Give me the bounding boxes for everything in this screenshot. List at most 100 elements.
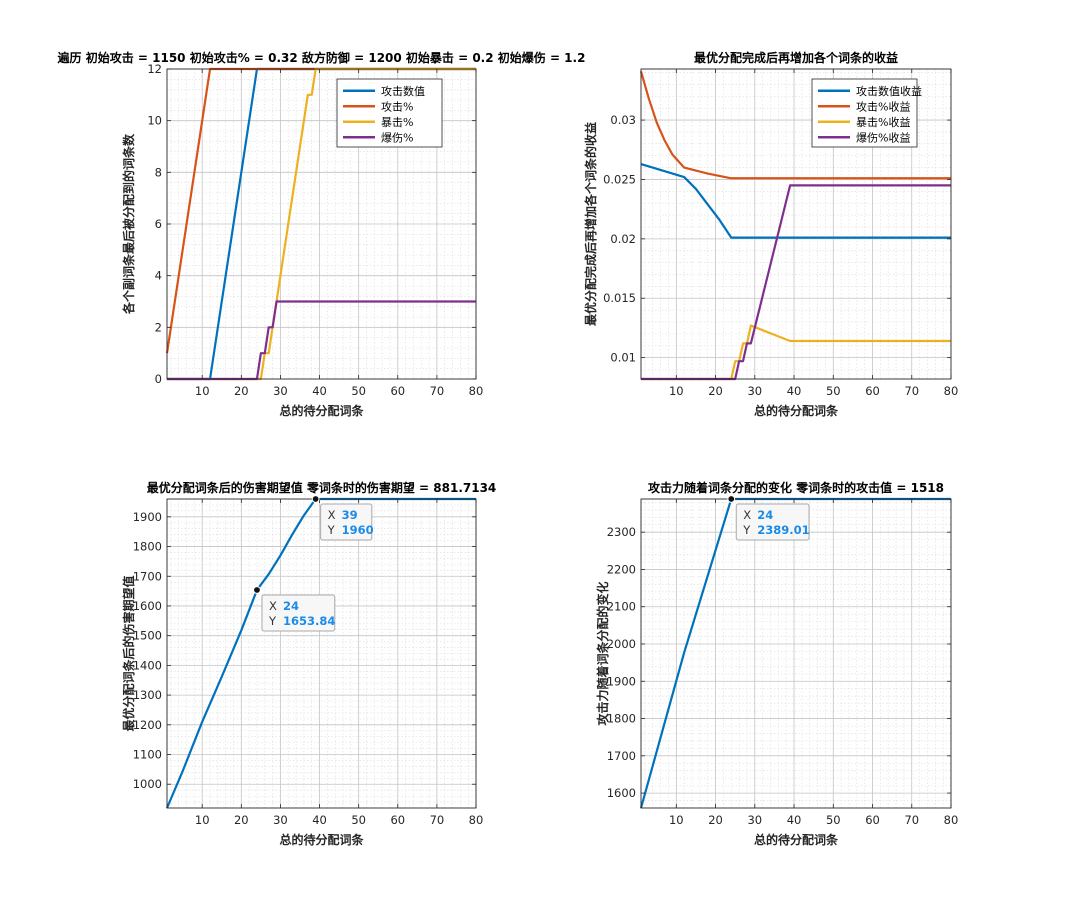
x-tick-label: 40 <box>312 813 327 827</box>
x-tick-label: 40 <box>787 813 802 827</box>
major-grid <box>167 499 476 808</box>
datatip-y-value: 1653.84 <box>283 614 335 628</box>
series-line-4 <box>167 300 476 381</box>
y-tick-label: 2200 <box>607 562 636 576</box>
axes-frame <box>640 68 952 380</box>
datatip-y-value: 1960 <box>342 523 374 537</box>
series-line-4 <box>641 184 951 381</box>
chart-2: 10 20 30 40 50 60 70 80 0.01 0.015 0.02 0.025 0.03 最优… <box>583 50 958 418</box>
datatip-2[interactable]: X 39 Y 1960 <box>311 495 374 541</box>
y-tick-label: 1600 <box>133 599 162 613</box>
series-line-3 <box>641 324 951 381</box>
axes-frame <box>166 498 477 809</box>
x-tick-label: 50 <box>351 813 366 827</box>
chart-title: 攻击力随着词条分配的变化 零词条时的攻击值 = 1518 <box>648 480 944 495</box>
y-tick-label: 1900 <box>607 674 636 688</box>
datatip-box <box>320 503 373 541</box>
plot-area <box>641 499 951 808</box>
minor-grid <box>641 499 951 808</box>
y-axis-label: 最优分配词条后的伤害期望值 <box>121 575 136 731</box>
datatip-x-key: X <box>743 508 751 522</box>
legend-entry-1: 攻击数值收益 <box>856 84 922 98</box>
datatip-marker[interactable] <box>253 586 261 594</box>
series-line-3 <box>167 67 476 381</box>
y-tick-label: 12 <box>147 62 162 76</box>
y-tick-label: 2000 <box>607 637 636 651</box>
y-tick-label: 1700 <box>607 749 636 763</box>
datatip-1[interactable]: X 24 Y 2389.01 <box>727 495 810 541</box>
ticks <box>641 499 952 808</box>
series-line-1 <box>165 497 476 809</box>
x-tick-label: 40 <box>312 384 327 398</box>
legend-entry-1: 攻击数值 <box>381 84 425 98</box>
x-axis-label: 总的待分配词条 <box>754 832 839 847</box>
y-tick-label: 2100 <box>607 600 636 614</box>
datatip-x-key: X <box>328 508 336 522</box>
datatip-marker[interactable] <box>311 495 320 503</box>
y-tick-label: 0.015 <box>603 291 636 305</box>
x-axis-label: 总的待分配词条 <box>279 403 364 418</box>
legend-entry-4: 爆伤%收益 <box>856 130 910 144</box>
x-tick-label: 20 <box>708 813 723 827</box>
datatip-marker[interactable] <box>727 495 736 503</box>
datatip-x-value: 24 <box>283 599 299 613</box>
major-grid <box>641 499 951 808</box>
datatip-y-key: Y <box>742 523 751 537</box>
y-tick-label: 1900 <box>133 510 162 524</box>
y-tick-label: 10 <box>147 114 162 128</box>
chart-title: 最优分配词条后的伤害期望值 零词条时的伤害期望 = 881.7134 <box>147 480 497 495</box>
y-axis-label: 各个副词条最后被分配到的词条数 <box>121 133 136 315</box>
y-tick-label: 1700 <box>133 569 162 583</box>
datatip-x-value: 39 <box>342 508 358 522</box>
x-tick-label: 80 <box>469 813 484 827</box>
x-tick-label: 60 <box>865 813 880 827</box>
x-tick-label: 20 <box>234 813 249 827</box>
ticks <box>641 69 952 379</box>
datatip-y-key: Y <box>268 614 277 628</box>
ticks <box>167 68 477 380</box>
x-tick-label: 20 <box>708 384 723 398</box>
y-tick-label: 1200 <box>133 718 162 732</box>
legend-entry-3: 暴击%收益 <box>856 115 910 129</box>
datatip-box <box>735 503 810 541</box>
datatip-y-value: 2389.01 <box>757 523 809 537</box>
x-tick-label: 70 <box>430 813 445 827</box>
y-tick-label: 0.01 <box>610 351 636 365</box>
x-tick-label: 30 <box>273 813 288 827</box>
x-tick-label: 20 <box>234 384 249 398</box>
y-tick-label: 2300 <box>607 525 636 539</box>
y-axis-label: 最优分配完成后再增加各个词条的收益 <box>583 122 598 326</box>
y-tick-label: 1100 <box>133 748 162 762</box>
y-tick-label: 6 <box>155 217 162 231</box>
y-tick-label: 0.03 <box>610 113 636 127</box>
chart-title: 最优分配完成后再增加各个词条的收益 <box>694 50 898 65</box>
x-tick-label: 60 <box>390 384 405 398</box>
datatip-1[interactable]: X 24 Y 1653.84 <box>253 586 336 632</box>
y-tick-label: 1000 <box>133 777 162 791</box>
x-tick-label: 80 <box>469 384 484 398</box>
legend-entry-2: 攻击% <box>381 99 413 113</box>
y-axis-label: 攻击力随着词条分配的变化 <box>595 581 610 725</box>
datatip-x-value: 24 <box>757 508 773 522</box>
y-tick-label: 8 <box>155 165 162 179</box>
series-line-2 <box>639 71 951 180</box>
ticks <box>167 499 477 808</box>
x-tick-label: 30 <box>273 384 288 398</box>
x-tick-label: 40 <box>787 384 802 398</box>
x-tick-label: 10 <box>669 813 684 827</box>
x-tick-label: 10 <box>195 384 210 398</box>
x-tick-label: 70 <box>904 813 919 827</box>
y-tick-label: 1400 <box>133 658 162 672</box>
y-tick-label: 1800 <box>607 712 636 726</box>
x-tick-label: 70 <box>904 384 919 398</box>
legend-entry-2: 攻击%收益 <box>856 99 910 113</box>
x-axis-label: 总的待分配词条 <box>279 832 364 847</box>
x-axis-label: 总的待分配词条 <box>754 403 839 418</box>
y-tick-label: 0.02 <box>610 232 636 246</box>
series-line-1 <box>640 162 951 239</box>
y-tick-label: 2 <box>155 320 162 334</box>
